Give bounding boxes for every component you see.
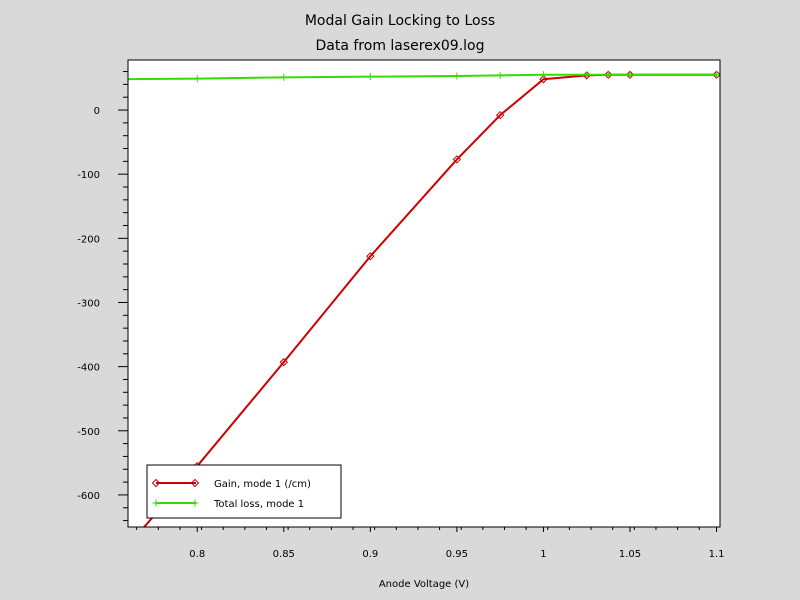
legend: Gain, mode 1 (/cm) Total loss, mode 1 xyxy=(146,464,342,519)
legend-box xyxy=(146,464,342,519)
legend-marker xyxy=(191,499,199,507)
x-tick-label: 1.05 xyxy=(619,549,641,560)
series-1-point xyxy=(107,76,114,83)
y-tick-label: -600 xyxy=(77,491,100,502)
series-0-point xyxy=(107,562,114,569)
chart-title: Modal Gain Locking to Loss xyxy=(304,13,496,29)
chart-subtitle: Data from laserex09.log xyxy=(315,38,485,54)
series-1-point xyxy=(193,75,201,83)
series-1-point xyxy=(453,72,461,80)
legend-marker xyxy=(190,478,200,488)
series-0-point xyxy=(495,110,505,120)
series-0-point xyxy=(279,357,288,367)
legend-label-0: Gain, mode 1 (/cm) xyxy=(214,479,311,490)
series-1-point xyxy=(539,71,547,79)
series-0-point xyxy=(452,155,462,164)
series-0-point xyxy=(366,252,375,261)
x-axis-title: Anode Voltage (V) xyxy=(379,579,469,590)
series-1-point xyxy=(626,71,634,79)
series-1-point xyxy=(583,71,591,79)
y-tick-label: -200 xyxy=(77,234,100,245)
series-1-point xyxy=(496,71,504,79)
series-1-point xyxy=(366,73,374,81)
series-0-point xyxy=(539,75,548,84)
y-tick-label: -400 xyxy=(77,363,100,374)
x-tick-label: 0.95 xyxy=(446,549,468,560)
legend-label-1: Total loss, mode 1 xyxy=(213,499,304,510)
series-1-point xyxy=(280,73,288,81)
legend-marker xyxy=(152,499,160,507)
x-tick-label: 0.8 xyxy=(189,549,205,560)
plot-area xyxy=(128,60,720,527)
series-1-point xyxy=(713,71,720,79)
x-tick-label: 1.1 xyxy=(709,549,725,560)
y-tick-label: -500 xyxy=(77,427,100,438)
y-tick-label: -300 xyxy=(77,298,100,309)
y-tick-label: 0 xyxy=(94,106,100,117)
x-tick-label: 0.85 xyxy=(273,549,295,560)
y-tick-label: -100 xyxy=(77,170,100,181)
plot-frame xyxy=(127,59,721,528)
legend-marker xyxy=(151,478,161,488)
x-tick-label: 0.9 xyxy=(362,549,378,560)
x-tick-label: 1 xyxy=(540,549,546,560)
series-1-point xyxy=(604,71,612,79)
